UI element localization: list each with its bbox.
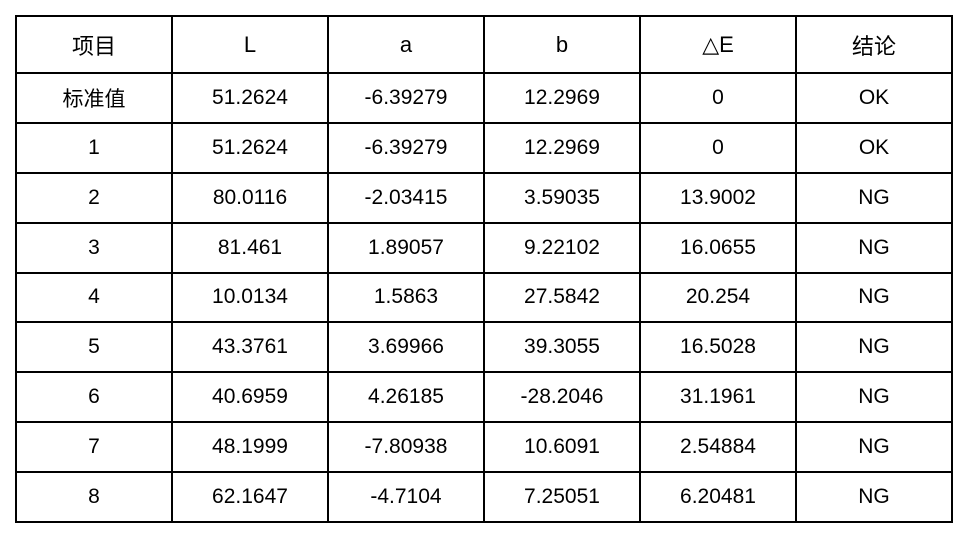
cell-b: -28.2046	[483, 371, 641, 424]
cell-result: NG	[795, 271, 953, 324]
cell-b: 39.3055	[483, 321, 641, 374]
cell-item: 3	[15, 221, 173, 274]
column-header-item: 项目	[15, 15, 173, 74]
cell-item: 标准值	[15, 72, 173, 124]
cell-a: 4.26185	[327, 371, 485, 424]
cell-result: NG	[795, 321, 953, 374]
cell-a: 1.5863	[327, 271, 485, 324]
cell-result: NG	[795, 471, 953, 523]
cell-result: NG	[795, 221, 953, 274]
cell-result: NG	[795, 171, 953, 224]
cell-delta-e: 0	[639, 121, 797, 174]
column-header-b: b	[483, 15, 641, 74]
cell-l: 62.1647	[171, 471, 329, 523]
table-row-standard: 标准值 51.2624 -6.39279 12.2969 0 OK	[15, 72, 953, 124]
cell-a: 3.69966	[327, 321, 485, 374]
table-row: 8 62.1647 -4.7104 7.25051 6.20481 NG	[15, 471, 953, 523]
cell-l: 48.1999	[171, 421, 329, 473]
cell-l: 51.2624	[171, 72, 329, 124]
cell-item: 4	[15, 271, 173, 324]
table-row: 4 10.0134 1.5863 27.5842 20.254 NG	[15, 271, 953, 324]
table-row: 1 51.2624 -6.39279 12.2969 0 OK	[15, 121, 953, 174]
cell-l: 43.3761	[171, 321, 329, 374]
cell-delta-e: 16.0655	[639, 221, 797, 274]
cell-l: 51.2624	[171, 121, 329, 174]
cell-item: 7	[15, 421, 173, 473]
cell-b: 7.25051	[483, 471, 641, 523]
lab-color-measurement-table: 项目 L a b △E 结论 标准值 51.2624 -6.39279 12.2…	[15, 15, 953, 523]
cell-b: 12.2969	[483, 72, 641, 124]
cell-a: -2.03415	[327, 171, 485, 224]
cell-item: 5	[15, 321, 173, 374]
column-header-result: 结论	[795, 15, 953, 74]
cell-b: 9.22102	[483, 221, 641, 274]
cell-b: 3.59035	[483, 171, 641, 224]
cell-delta-e: 2.54884	[639, 421, 797, 473]
column-header-delta-e: △E	[639, 15, 797, 74]
cell-item: 1	[15, 121, 173, 174]
cell-delta-e: 31.1961	[639, 371, 797, 424]
cell-delta-e: 20.254	[639, 271, 797, 324]
cell-result: NG	[795, 371, 953, 424]
cell-result: OK	[795, 121, 953, 174]
cell-result: OK	[795, 72, 953, 124]
lab-color-measurement-table-container: 项目 L a b △E 结论 标准值 51.2624 -6.39279 12.2…	[15, 15, 953, 523]
cell-delta-e: 13.9002	[639, 171, 797, 224]
cell-a: -7.80938	[327, 421, 485, 473]
table-row: 2 80.0116 -2.03415 3.59035 13.9002 NG	[15, 171, 953, 224]
cell-a: -6.39279	[327, 121, 485, 174]
cell-b: 27.5842	[483, 271, 641, 324]
column-header-l: L	[171, 15, 329, 74]
cell-result: NG	[795, 421, 953, 473]
table-row: 6 40.6959 4.26185 -28.2046 31.1961 NG	[15, 371, 953, 424]
cell-a: 1.89057	[327, 221, 485, 274]
cell-l: 40.6959	[171, 371, 329, 424]
column-header-a: a	[327, 15, 485, 74]
cell-a: -4.7104	[327, 471, 485, 523]
table-row: 7 48.1999 -7.80938 10.6091 2.54884 NG	[15, 421, 953, 473]
cell-b: 10.6091	[483, 421, 641, 473]
cell-l: 80.0116	[171, 171, 329, 224]
cell-l: 10.0134	[171, 271, 329, 324]
table-row: 5 43.3761 3.69966 39.3055 16.5028 NG	[15, 321, 953, 374]
header-row: 项目 L a b △E 结论	[15, 15, 953, 74]
cell-delta-e: 16.5028	[639, 321, 797, 374]
cell-item: 8	[15, 471, 173, 523]
cell-delta-e: 0	[639, 72, 797, 124]
cell-item: 2	[15, 171, 173, 224]
cell-delta-e: 6.20481	[639, 471, 797, 523]
table-row: 3 81.461 1.89057 9.22102 16.0655 NG	[15, 221, 953, 274]
cell-b: 12.2969	[483, 121, 641, 174]
cell-item: 6	[15, 371, 173, 424]
cell-a: -6.39279	[327, 72, 485, 124]
cell-l: 81.461	[171, 221, 329, 274]
